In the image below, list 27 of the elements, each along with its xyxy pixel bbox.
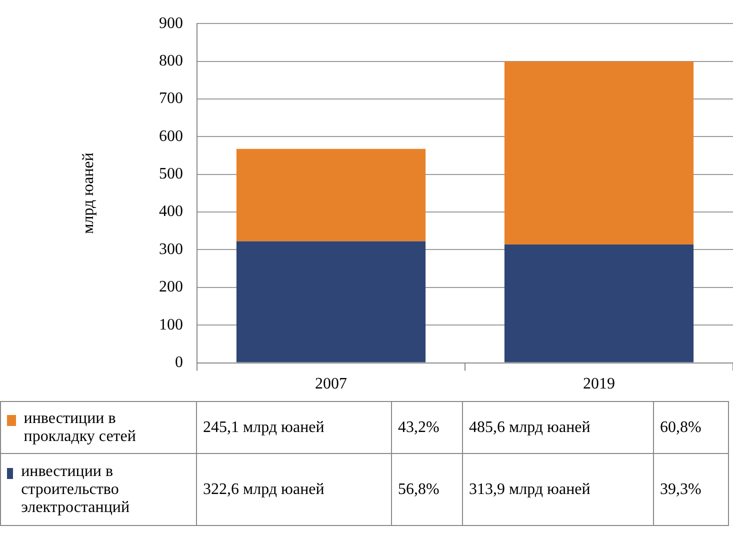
text: 60,8% [654, 402, 728, 454]
legend-label: инвестиции в строительство электростанций [21, 462, 131, 516]
y-tick-label: 700 [159, 90, 183, 108]
y-tick-label: 100 [159, 316, 183, 334]
y-tick-label: 0 [175, 354, 183, 372]
y-tick-label: 400 [159, 203, 183, 220]
legend-label: инвестиции в прокладку сетей [24, 410, 137, 446]
data-label: 485,6 млрд юаней [462, 402, 654, 454]
bar [504, 244, 694, 362]
x-tick-label: 2019 [583, 376, 615, 393]
bar [504, 61, 694, 244]
data-label: 313,9 млрд юаней [462, 454, 654, 526]
y-axis-title: млрд юаней [80, 152, 97, 234]
text: 39,3% [654, 454, 728, 526]
y-tick-label: 500 [159, 166, 183, 183]
y-tick-label: 300 [159, 240, 183, 258]
text: 43,2% [392, 402, 462, 454]
bar [236, 241, 426, 362]
text: 56,8% [392, 454, 462, 526]
data-label: 322,6 млрд юаней [196, 454, 392, 526]
bar [236, 148, 426, 242]
y-tick-label: 900 [159, 14, 183, 32]
y-tick-label: 800 [159, 52, 183, 70]
x-tick-label: 2007 [315, 376, 347, 393]
y-tick-label: 600 [159, 128, 183, 145]
data-label: 245,1 млрд юаней [196, 402, 392, 454]
y-tick-label: 200 [159, 278, 183, 296]
